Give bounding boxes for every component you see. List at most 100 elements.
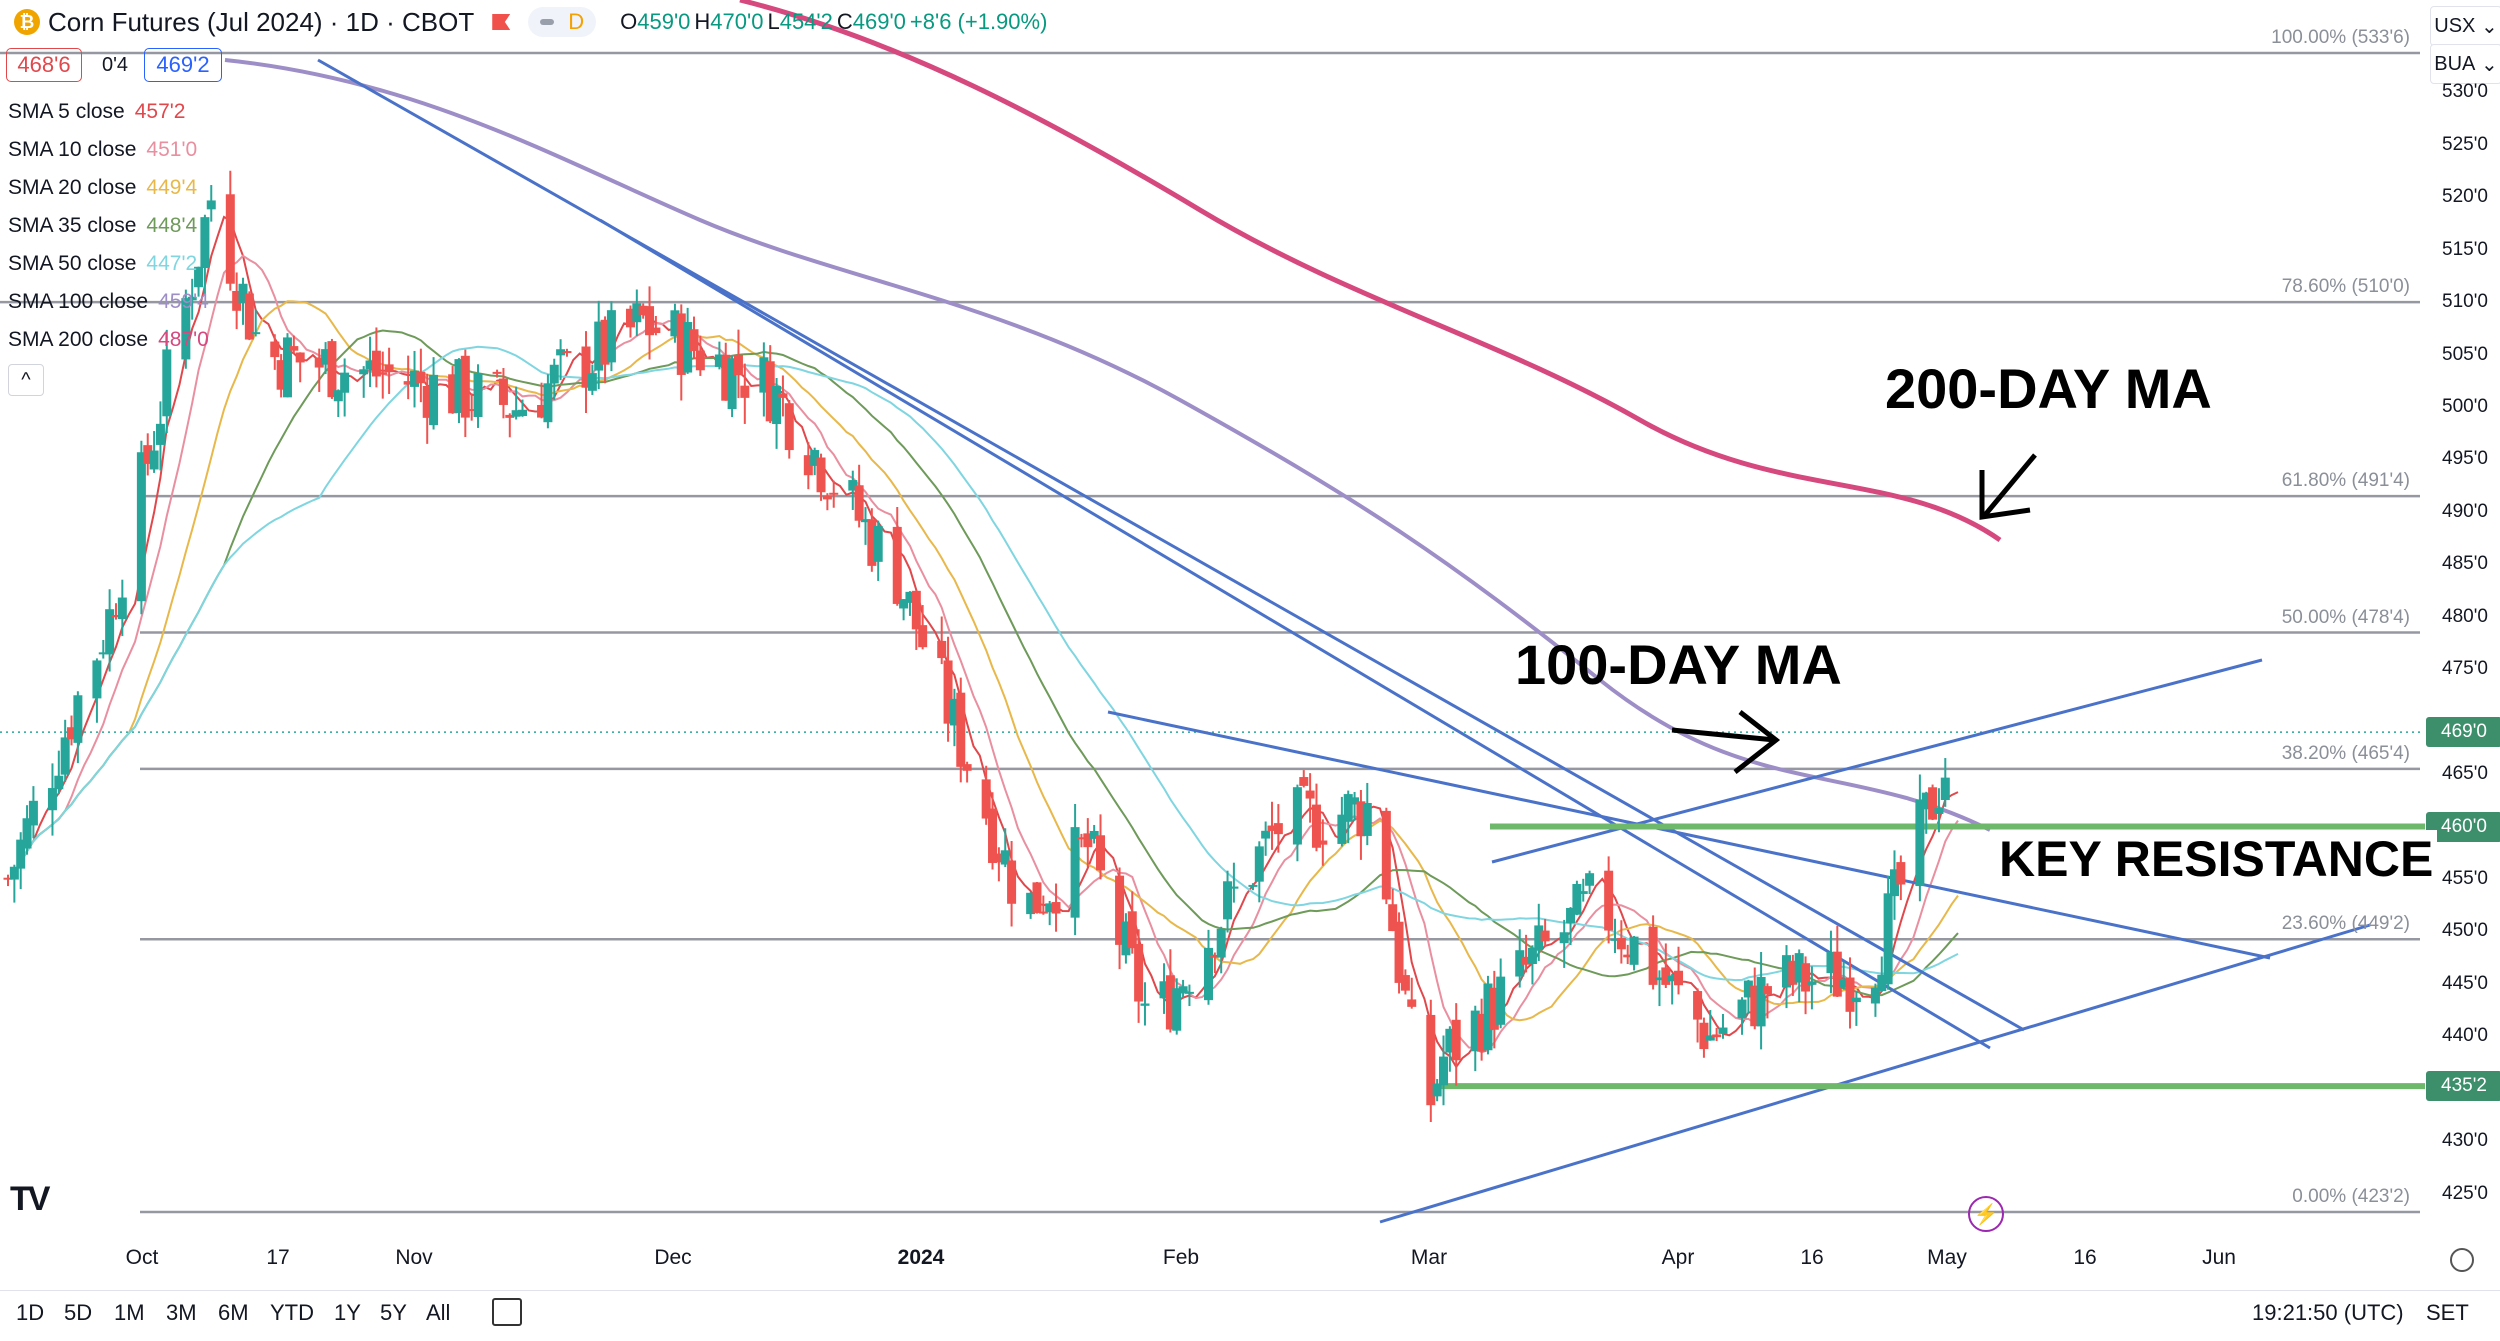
legend-sma10[interactable]: SMA 10 close 451'0 — [8, 138, 198, 161]
range-button-1m[interactable]: 1M — [114, 1300, 145, 1325]
arrowhead-ma100 — [1733, 710, 1781, 774]
candle — [1889, 850, 1899, 920]
currency-selector[interactable]: USX ⌄ — [2430, 6, 2500, 46]
candle-body — [860, 519, 870, 523]
candle-body — [232, 290, 242, 311]
candle — [873, 520, 883, 581]
legend-sma50[interactable]: SMA 50 close 447'2 — [8, 252, 198, 275]
candle — [371, 327, 381, 388]
candle-body — [721, 354, 731, 401]
range-button-ytd[interactable]: YTD — [270, 1300, 314, 1325]
candle — [1381, 807, 1391, 905]
candle-body — [410, 370, 420, 387]
legend-sma20[interactable]: SMA 20 close 449'4 — [8, 176, 198, 199]
candle — [282, 333, 292, 398]
candle-body — [9, 866, 19, 880]
range-button-all[interactable]: All — [426, 1300, 451, 1325]
price-axis-label: 510'0 — [2442, 291, 2488, 313]
lightning-icon[interactable]: ⚡ — [1968, 1196, 2004, 1232]
legend-sma35[interactable]: SMA 35 close 448'4 — [8, 214, 198, 237]
candle-body — [454, 359, 464, 413]
legend-sma100[interactable]: SMA 100 close 459'4 — [8, 290, 209, 313]
flag-icon[interactable] — [492, 14, 511, 30]
candle-body — [772, 385, 782, 425]
candle — [162, 329, 172, 434]
candle-body — [1566, 907, 1576, 924]
settings-icon[interactable] — [2450, 1248, 2474, 1272]
sell-price-button[interactable]: 468'6 — [6, 48, 82, 82]
candle-body — [403, 381, 413, 385]
candle-body — [1178, 986, 1188, 994]
collapse-legend-button[interactable]: ^ — [8, 364, 44, 396]
price-axis-label: 455'0 — [2442, 867, 2488, 889]
candle — [670, 303, 680, 343]
range-button-1d[interactable]: 1D — [16, 1300, 45, 1325]
candle — [695, 335, 705, 376]
time-axis-label: May — [1927, 1246, 1967, 1269]
candle — [1483, 975, 1493, 1055]
range-button-5y[interactable]: 5Y — [380, 1300, 407, 1325]
legend-sma200[interactable]: SMA 200 close 487'0 — [8, 328, 209, 351]
candle — [543, 374, 553, 429]
candle — [289, 335, 299, 354]
candle-body — [1350, 797, 1360, 805]
candle — [714, 341, 724, 370]
symbol-header[interactable]: ₿ Corn Futures (Jul 2024) · 1D · CBOT D … — [0, 0, 1051, 44]
data-status-pill[interactable]: D — [528, 7, 597, 37]
candle-body — [517, 409, 527, 417]
range-button-1y[interactable]: 1Y — [334, 1300, 361, 1325]
price-axis-label: 495'0 — [2442, 448, 2488, 470]
range-button-5d[interactable]: 5D — [64, 1300, 93, 1325]
candle-body — [1604, 870, 1614, 931]
candle — [606, 301, 616, 372]
candle-body — [625, 308, 635, 328]
candle — [117, 579, 127, 637]
candle — [772, 378, 782, 449]
candle — [1356, 790, 1366, 860]
session-button[interactable]: SET — [2426, 1300, 2469, 1325]
candle — [1921, 791, 1931, 834]
candle-body — [1470, 1010, 1480, 1052]
candle — [1273, 804, 1283, 853]
candle — [1534, 903, 1544, 961]
clock[interactable]: 19:21:50 (UTC) — [2252, 1300, 2404, 1325]
candle — [327, 338, 337, 399]
fib-lines — [0, 51, 2420, 1214]
candle — [1940, 758, 1950, 807]
candle — [359, 366, 369, 398]
candle — [1794, 949, 1804, 1003]
buy-price-button[interactable]: 469'2 — [144, 48, 222, 82]
range-button-3m[interactable]: 3M — [166, 1300, 197, 1325]
range-button-6m[interactable]: 6M — [218, 1300, 249, 1325]
candle — [384, 347, 394, 394]
candle-body — [1362, 802, 1372, 836]
candle-body — [1559, 932, 1569, 944]
fib-label: 38.20% (465'4) — [2281, 742, 2410, 764]
calendar-icon[interactable] — [492, 1298, 522, 1326]
candle-body — [651, 327, 661, 334]
price-axis-label: 520'0 — [2442, 186, 2488, 208]
unit-selector[interactable]: BUA ⌄ — [2430, 44, 2500, 84]
candle — [1604, 856, 1614, 944]
candle — [1489, 970, 1499, 1049]
candle — [3, 874, 13, 887]
candle — [1845, 957, 1855, 1029]
candle — [854, 464, 864, 528]
candle-body — [810, 450, 820, 466]
candle-body — [873, 525, 883, 562]
candle-body — [867, 519, 877, 566]
candle — [594, 300, 604, 390]
candle-body — [822, 495, 832, 500]
candle-body — [1540, 930, 1550, 942]
legend-sma5[interactable]: SMA 5 close 457'2 — [8, 100, 186, 123]
candle-body — [16, 839, 26, 869]
trendline — [1379, 923, 2371, 1224]
ohlc-low: L454'2 — [767, 9, 833, 34]
candle — [988, 792, 998, 870]
candle-body — [225, 194, 235, 284]
candle — [651, 316, 661, 336]
symbol-title[interactable]: Corn Futures (Jul 2024) · 1D · CBOT — [48, 6, 475, 37]
price-axis-label: 530'0 — [2442, 81, 2488, 103]
tradingview-logo[interactable]: TV — [10, 1180, 50, 1218]
